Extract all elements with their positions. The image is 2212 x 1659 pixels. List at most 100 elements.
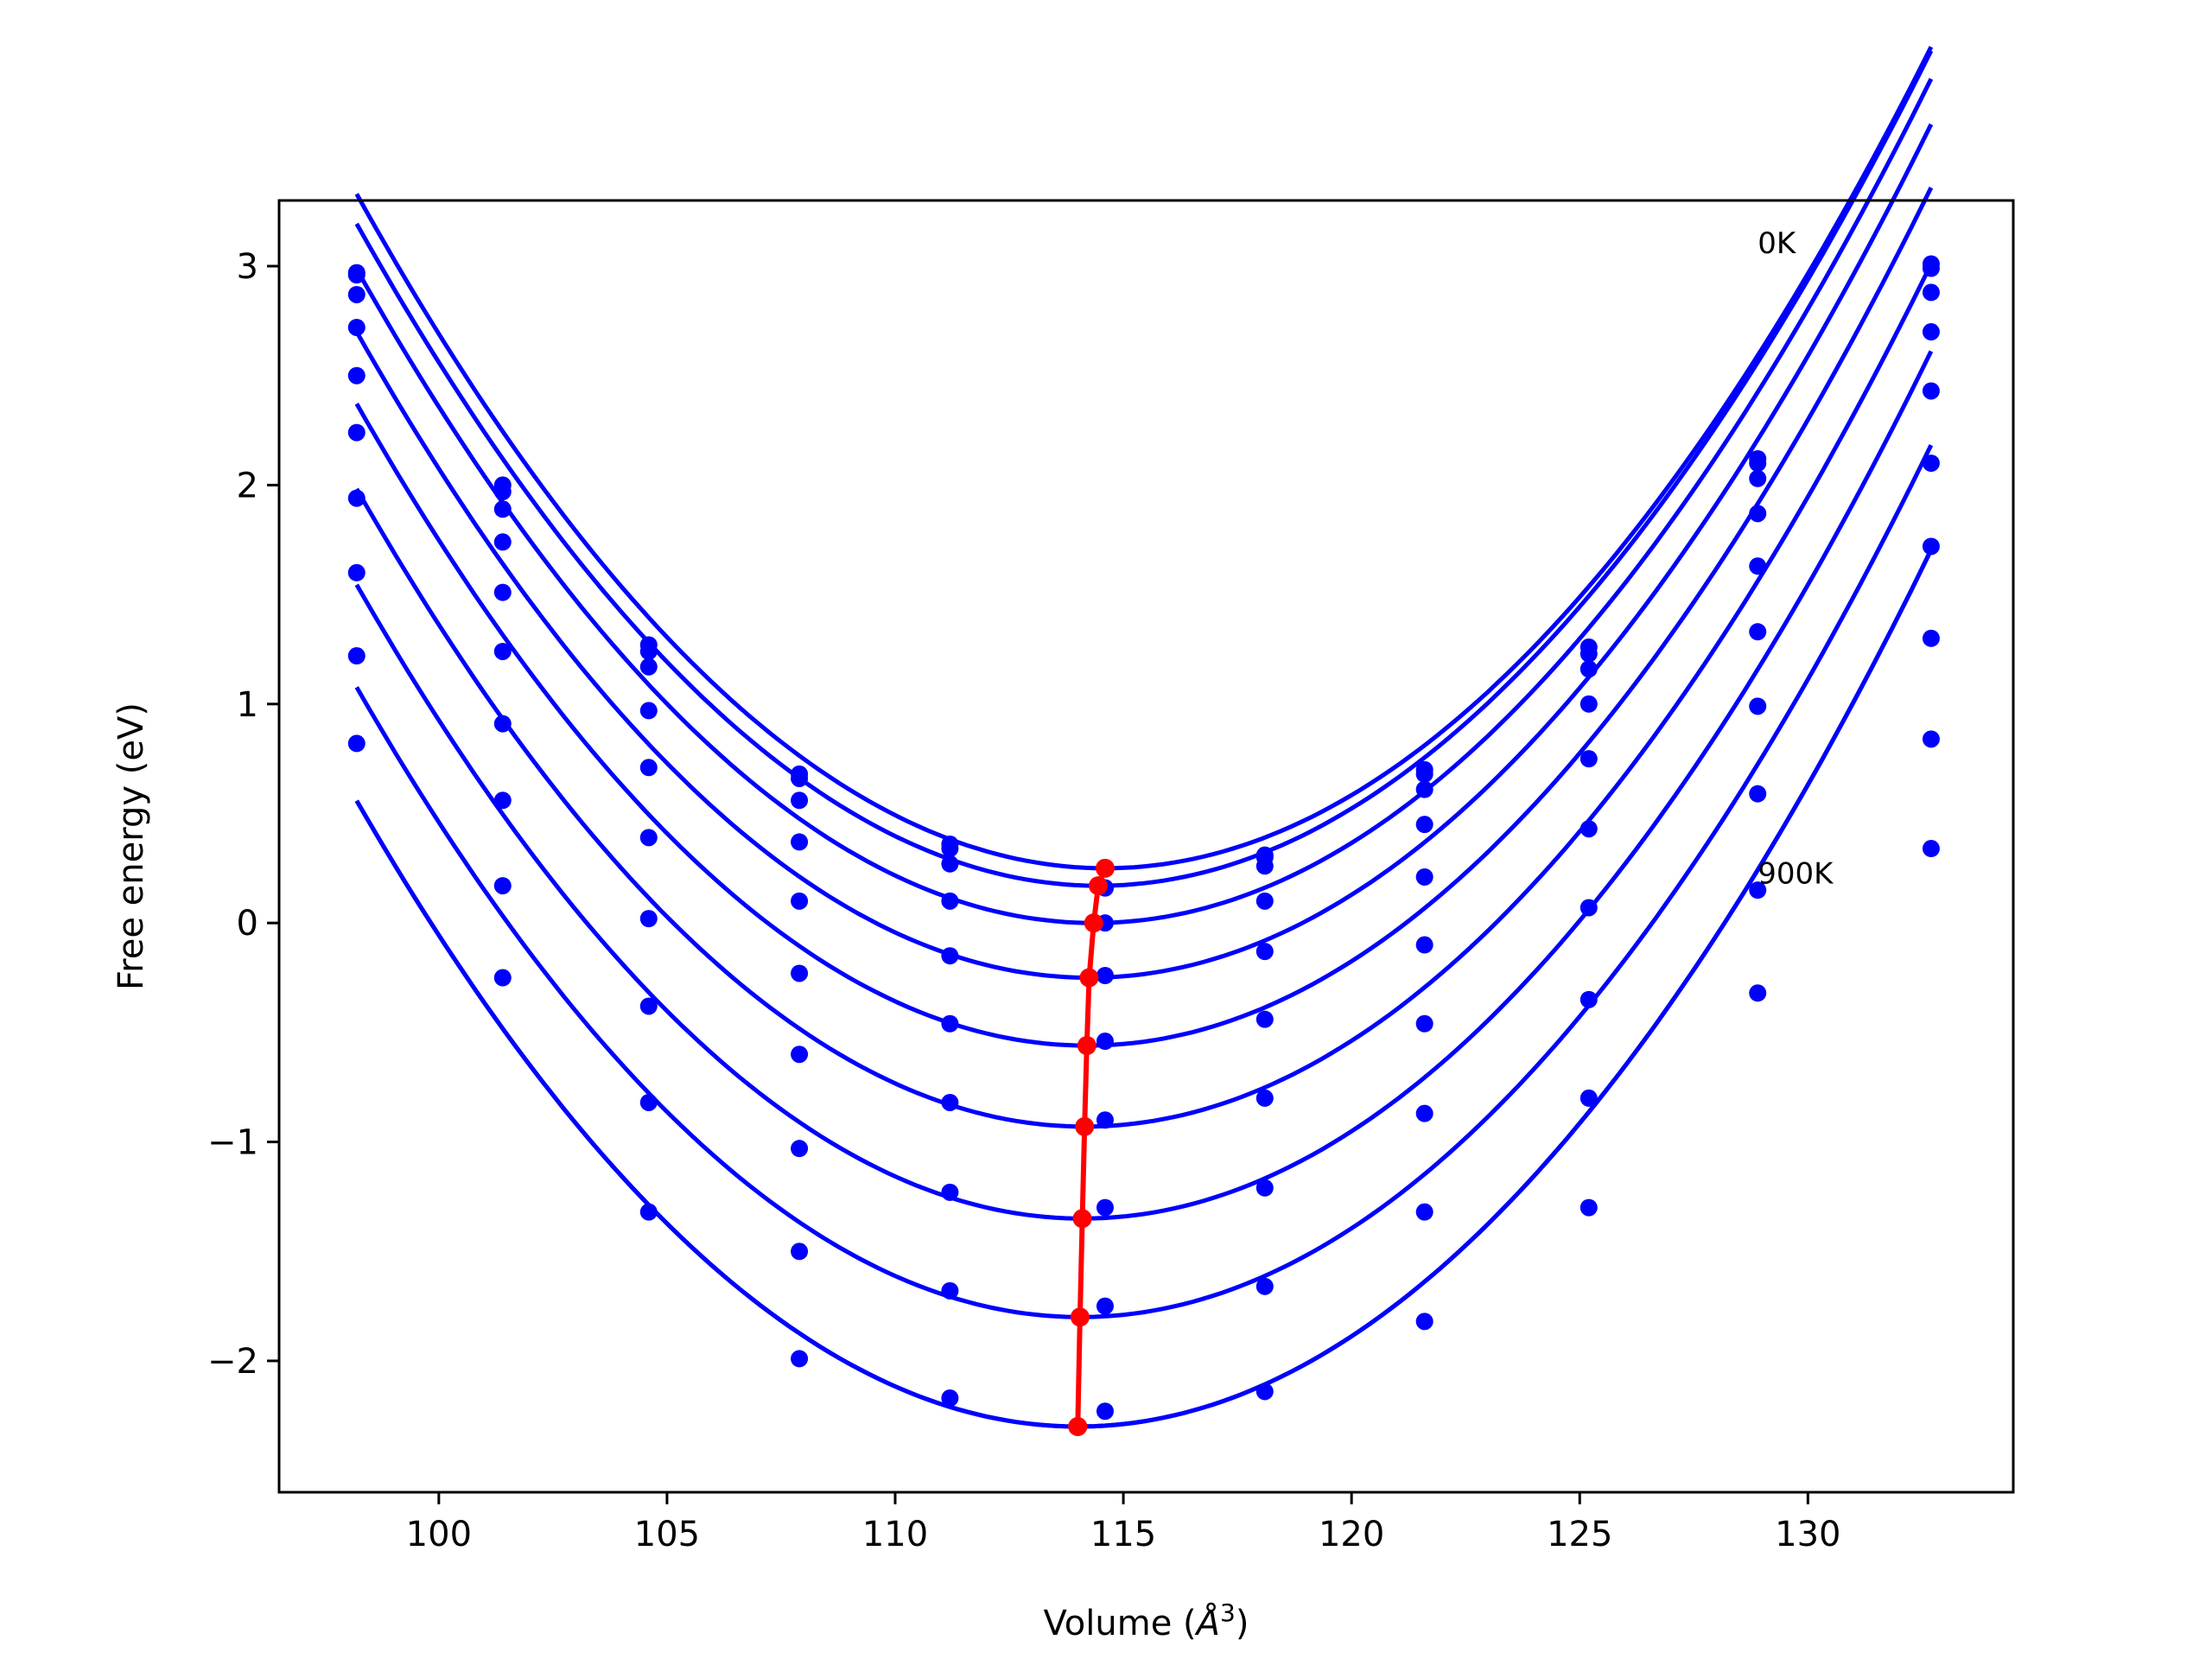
- y-tick-label: 2: [237, 466, 258, 505]
- data-point: [791, 1140, 809, 1158]
- data-point: [1415, 1203, 1433, 1221]
- data-point: [1922, 323, 1940, 341]
- data-point: [493, 642, 512, 660]
- data-point: [347, 647, 365, 665]
- data-point: [639, 658, 658, 676]
- fit-curves: [354, 46, 1934, 1429]
- fit-curve-1: [354, 46, 1934, 871]
- x-tick-label: 100: [406, 1515, 472, 1554]
- data-point: [1096, 1297, 1114, 1315]
- data-point: [493, 791, 512, 810]
- data-point: [1580, 695, 1598, 713]
- minimum-point: [1084, 913, 1103, 933]
- y-tick-label: −2: [207, 1342, 258, 1382]
- fit-curve-8: [354, 443, 1934, 1319]
- data-point: [1415, 1014, 1433, 1033]
- data-point: [1096, 1111, 1114, 1129]
- minimum-point: [1072, 1209, 1092, 1229]
- data-point: [1096, 1402, 1114, 1421]
- data-point: [1580, 820, 1598, 838]
- data-point: [1749, 623, 1767, 641]
- data-point: [1922, 840, 1940, 858]
- data-point: [791, 1350, 809, 1368]
- data-point: [1922, 382, 1940, 400]
- annotations: 0K 900K: [1758, 226, 1834, 892]
- data-point: [347, 734, 365, 753]
- y-tick-label: 3: [237, 247, 258, 287]
- data-point: [1749, 454, 1767, 473]
- data-point: [1580, 645, 1598, 663]
- data-point: [1255, 857, 1274, 875]
- data-point: [1922, 283, 1940, 302]
- data-point: [1580, 1089, 1598, 1107]
- data-point: [493, 500, 512, 518]
- data-point: [1749, 469, 1767, 487]
- data-point: [791, 1046, 809, 1064]
- data-point: [639, 1203, 658, 1221]
- fit-curve-5: [354, 186, 1934, 1048]
- data-point: [1415, 816, 1433, 834]
- data-point: [639, 642, 658, 660]
- data-point: [1580, 1198, 1598, 1217]
- data-point: [1922, 629, 1940, 647]
- data-point: [493, 533, 512, 551]
- data-point: [1415, 765, 1433, 783]
- data-point: [941, 1281, 959, 1300]
- x-axis-ticks: 100 105 110 115 120 125 130: [406, 1492, 1841, 1554]
- minimum-point: [1089, 876, 1109, 896]
- data-point: [941, 840, 959, 858]
- data-point: [791, 833, 809, 851]
- data-point: [1255, 1277, 1274, 1295]
- data-point: [1255, 1010, 1274, 1028]
- data-point: [1749, 557, 1767, 575]
- data-point: [1255, 1089, 1274, 1107]
- data-point: [347, 366, 365, 385]
- minimum-point: [1075, 1116, 1095, 1136]
- data-point: [1922, 454, 1940, 473]
- x-tick-label: 125: [1547, 1515, 1612, 1554]
- data-point: [639, 829, 658, 847]
- fit-curve-10: [354, 549, 1934, 1429]
- data-point: [639, 702, 658, 720]
- data-point: [347, 318, 365, 336]
- data-point: [1749, 505, 1767, 523]
- x-tick-label: 110: [862, 1515, 928, 1554]
- data-point: [1415, 1313, 1433, 1331]
- data-point: [347, 423, 365, 442]
- data-point: [639, 759, 658, 777]
- data-point: [347, 266, 365, 284]
- x-tick-label: 105: [634, 1515, 700, 1554]
- data-point: [1749, 785, 1767, 803]
- data-point: [347, 285, 365, 303]
- data-point: [639, 1093, 658, 1111]
- data-point: [941, 1014, 959, 1033]
- data-point: [1255, 892, 1274, 910]
- minimum-point: [1070, 1307, 1090, 1327]
- data-point: [941, 1389, 959, 1408]
- curve-annotation: 0K: [1758, 226, 1797, 261]
- data-point: [347, 489, 365, 507]
- data-point: [347, 563, 365, 582]
- data-point: [1580, 990, 1598, 1008]
- data-point: [1749, 697, 1767, 715]
- fit-curve-4: [354, 123, 1934, 980]
- y-tick-label: 0: [237, 904, 258, 944]
- data-point: [1580, 750, 1598, 768]
- data-point: [791, 769, 809, 787]
- plot-frame: [277, 199, 2015, 1494]
- x-tick-label: 115: [1090, 1515, 1156, 1554]
- data-point: [791, 791, 809, 810]
- data-point: [941, 855, 959, 873]
- data-point: [1922, 537, 1940, 556]
- data-point: [1580, 899, 1598, 917]
- fit-curve-7: [354, 350, 1934, 1221]
- data-point: [941, 892, 959, 910]
- minima-series: [1068, 858, 1115, 1436]
- data-point: [493, 583, 512, 601]
- data-point: [493, 877, 512, 895]
- data-point: [941, 1183, 959, 1201]
- minimum-point: [1077, 1036, 1096, 1056]
- y-axis-ticks: −2 −1 0 1 2 3: [207, 247, 279, 1382]
